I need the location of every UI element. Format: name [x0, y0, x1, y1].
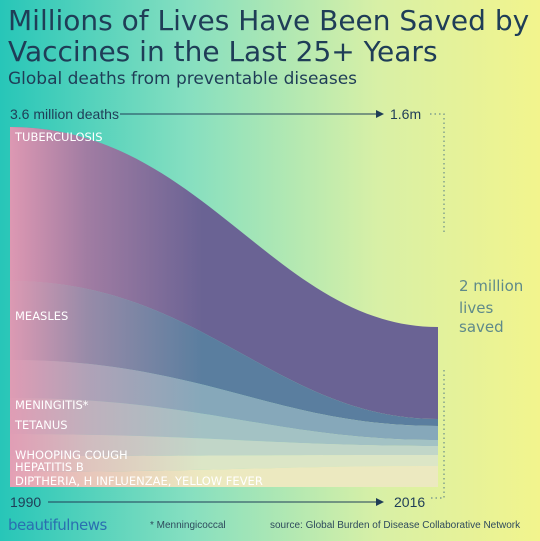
- x-label-start: 1990: [10, 494, 41, 510]
- savings-line-2: lives: [459, 299, 493, 317]
- footnote: * Menningicoccal: [150, 520, 226, 531]
- savings-line-3: saved: [459, 318, 504, 336]
- page-subtitle: Global deaths from preventable diseases: [8, 69, 358, 89]
- top-arrow-head: [376, 110, 384, 118]
- series-labels: TUBERCULOSIS MEASLES MENINGITIS* TETANUS WHO…: [14, 130, 263, 488]
- x-label-end: 2016: [394, 494, 425, 510]
- series-label-4: TETANUS: [14, 418, 68, 432]
- start-color-fade: [10, 127, 438, 487]
- savings-annotation: 2 million lives saved: [459, 277, 528, 336]
- series-label-5: WHOOPING COUGH: [15, 448, 128, 462]
- series-label-6: HEPATITIS B: [15, 460, 84, 474]
- start-total-label: 3.6 million deaths: [10, 106, 119, 122]
- source-credit: source: Global Burden of Disease Collabo…: [270, 520, 521, 531]
- savings-line-1: 2 million: [459, 277, 523, 295]
- bottom-arrow-head: [376, 498, 384, 506]
- page-title: Millions of Lives Have Been Saved by Vac…: [8, 4, 530, 68]
- series-label-1: TUBERCULOSIS: [14, 130, 103, 144]
- series-label-2: MEASLES: [15, 309, 68, 323]
- series-label-3: MENINGITIS*: [15, 398, 89, 412]
- end-total-label: 1.6m: [390, 106, 421, 122]
- brand-logo: beautifulnews: [8, 516, 107, 534]
- series-label-7: DIPTHERIA, H INFLUENZAE, YELLOW FEVER: [15, 474, 263, 488]
- savings-bracket: [430, 113, 445, 499]
- flow-bands: [10, 127, 438, 487]
